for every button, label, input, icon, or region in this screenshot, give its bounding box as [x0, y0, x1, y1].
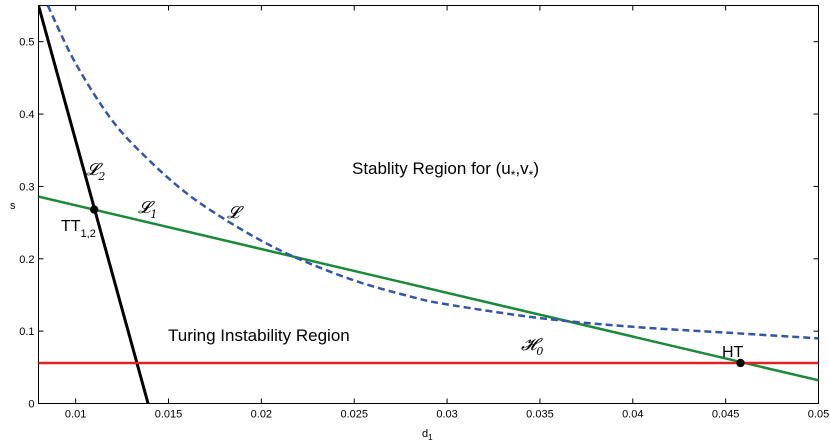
series-line-L — [46, 5, 819, 340]
x-tick-label: 0.035 — [526, 409, 554, 421]
turing-region-label: Turing Instability Region — [168, 326, 350, 345]
y-tick-label: 0.3 — [19, 181, 34, 193]
y-tick-label: 0.1 — [19, 326, 34, 338]
x-tick-label: 0.025 — [340, 409, 368, 421]
point-TT — [90, 205, 99, 214]
x-tick-label: 0.05 — [808, 409, 829, 421]
x-tick-label: 0.045 — [712, 409, 740, 421]
point-HT — [736, 358, 745, 368]
y-tick-label: 0.4 — [19, 109, 34, 121]
series-line-L2 — [38, 5, 150, 404]
y-tick-label: 0.2 — [19, 254, 34, 266]
x-axis: 0.01 0.015 0.02 0.025 0.03 0.035 0.04 0.045 0.05 — [65, 5, 829, 421]
x-axis-label: d1 — [422, 428, 433, 442]
y-axis-label: s — [10, 200, 16, 212]
y-tick-label: 0.5 — [19, 37, 34, 49]
series-line-L1 — [38, 195, 819, 382]
points-layer — [90, 205, 745, 368]
curve-label-H0: 𝓗0 — [521, 335, 543, 358]
x-tick-label: 0.02 — [251, 409, 272, 421]
x-tick-label: 0.01 — [65, 409, 86, 421]
y-tick-label: 0 — [28, 399, 34, 411]
x-tick-label: 0.04 — [622, 409, 643, 421]
point-label-TT: TT1,2 — [61, 218, 96, 240]
curve-label-L2: 𝓛2 — [86, 160, 105, 183]
x-tick-label: 0.03 — [436, 409, 457, 421]
curve-label-L1: 𝓛1 — [138, 198, 157, 221]
series-layer — [38, 5, 819, 404]
stability-region-label: Stablity Region for (u*,v*) — [352, 159, 539, 182]
plot-area-frame — [38, 5, 819, 404]
x-tick-label: 0.015 — [155, 409, 183, 421]
point-label-HT: HT — [722, 344, 744, 361]
curve-label-L: 𝓛 — [227, 203, 244, 223]
y-axis: 0 0.1 0.2 0.3 0.4 0.5 — [19, 37, 819, 411]
